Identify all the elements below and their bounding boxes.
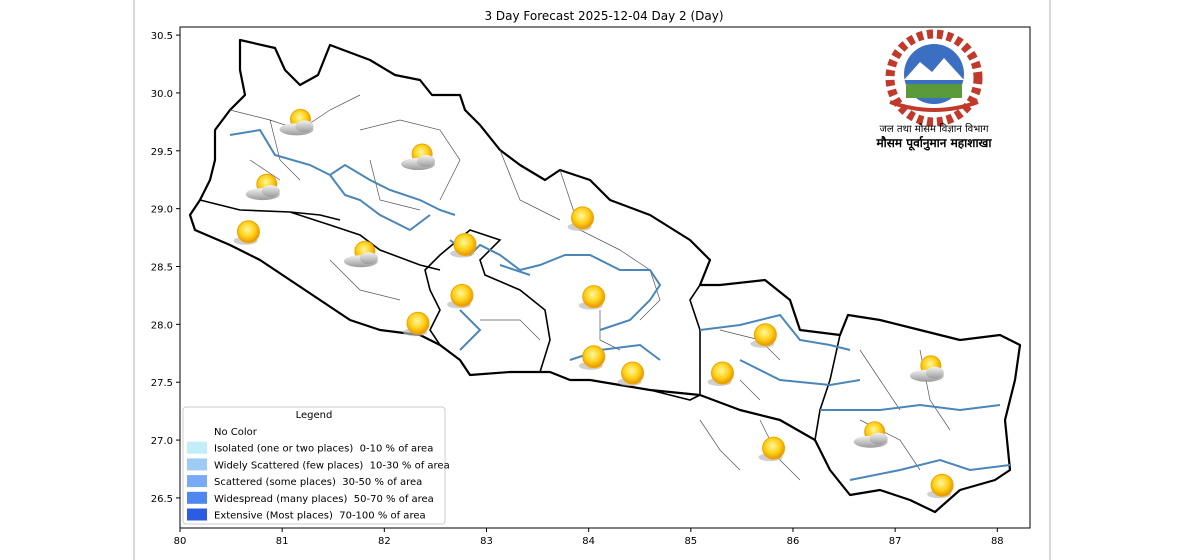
- weather-icon: [758, 436, 786, 462]
- weather-icon: [927, 473, 954, 499]
- x-tick-label: 81: [276, 536, 289, 547]
- legend-label: Widespread (many places) 50-70 % of area: [214, 494, 434, 505]
- legend-label: No Color: [214, 427, 258, 438]
- y-tick-label: 30.0: [151, 89, 173, 100]
- province-boundary: [199, 199, 841, 441]
- x-tick-label: 83: [480, 536, 493, 547]
- weather-icon: [446, 283, 474, 309]
- map-title: 3 Day Forecast 2025-12-04 Day 2 (Day): [484, 9, 723, 23]
- logo-text-2: मौसम पूर्वानुमान महाशाखा: [876, 136, 993, 151]
- sun: [762, 436, 786, 460]
- legend-label: Widely Scattered (few places) 10-30 % of…: [214, 460, 450, 471]
- legend-swatch: [187, 508, 207, 521]
- weather-icon: [279, 108, 314, 136]
- weather-icon: [450, 233, 477, 258]
- sun: [236, 220, 260, 244]
- sun: [621, 361, 645, 385]
- legend-swatch: [187, 491, 207, 504]
- legend-swatch: [187, 458, 207, 471]
- y-tick-label: 26.5: [151, 494, 173, 505]
- x-tick-label: 82: [378, 536, 391, 547]
- sun: [453, 233, 477, 257]
- sun: [582, 285, 606, 309]
- x-tick-label: 84: [582, 536, 595, 547]
- cloud: [261, 185, 280, 198]
- legend-box: [182, 406, 446, 525]
- weather-icon: [707, 361, 734, 386]
- x-tick-label: 85: [684, 536, 697, 547]
- cloud: [295, 120, 314, 133]
- x-tick-label: 88: [991, 536, 1004, 547]
- y-tick-label: 30.5: [151, 31, 173, 42]
- sun: [930, 473, 954, 497]
- legend-label: Extensive (Most places) 70-100 % of area: [214, 511, 426, 522]
- weather-icon: [909, 355, 944, 382]
- weather-icon: [233, 220, 260, 245]
- cloud: [869, 432, 888, 445]
- logo: जल तथा मौसम विज्ञान विभाग मौसम पूर्वानुम…: [876, 29, 993, 151]
- weather-icon: [567, 206, 595, 231]
- legend-swatch: [187, 475, 207, 488]
- weather-icon: [245, 173, 280, 201]
- river-basin: [229, 128, 1011, 481]
- cloud: [417, 155, 436, 168]
- weather-icon: [617, 361, 645, 386]
- y-tick-label: 29.0: [151, 205, 173, 216]
- legend-swatch: [187, 441, 207, 454]
- legend: Legend No Color Isolated (one or two place…: [182, 406, 450, 525]
- weather-icon: [403, 311, 430, 337]
- weather-icon: [401, 143, 436, 171]
- x-tick-label: 80: [174, 536, 187, 547]
- legend-label: Scattered (some places) 30-50 % of area: [214, 477, 422, 488]
- legend-label: Isolated (one or two places) 0-10 % of a…: [214, 444, 433, 455]
- x-tick-label: 87: [889, 536, 902, 547]
- sun: [753, 323, 777, 347]
- sun: [450, 283, 474, 307]
- cloud: [359, 252, 378, 265]
- logo-land: [906, 84, 962, 98]
- sun: [406, 311, 430, 335]
- y-tick-label: 28.5: [151, 263, 173, 274]
- y-tick-label: 27.0: [151, 436, 173, 447]
- logo-mountain: [904, 58, 964, 80]
- cloud: [925, 366, 944, 379]
- weather-icon: [578, 345, 606, 370]
- country-outline: [188, 38, 1022, 514]
- x-tick-label: 86: [787, 536, 800, 547]
- sun: [571, 206, 595, 230]
- weather-icon: [750, 323, 777, 348]
- logo-text-1: जल तथा मौसम विज्ञान विभाग: [879, 123, 988, 135]
- logo-ribbon: [889, 100, 979, 112]
- y-tick-label: 28.0: [151, 320, 173, 331]
- y-tick-label: 27.5: [151, 378, 173, 389]
- y-tick-label: 29.5: [151, 147, 173, 158]
- weather-icon: [578, 285, 606, 310]
- weather-icon: [343, 240, 378, 268]
- sun: [710, 361, 734, 385]
- logo-wreath: [885, 29, 983, 127]
- legend-title: Legend: [296, 410, 333, 421]
- sun: [582, 345, 606, 369]
- weather-icon: [853, 421, 888, 448]
